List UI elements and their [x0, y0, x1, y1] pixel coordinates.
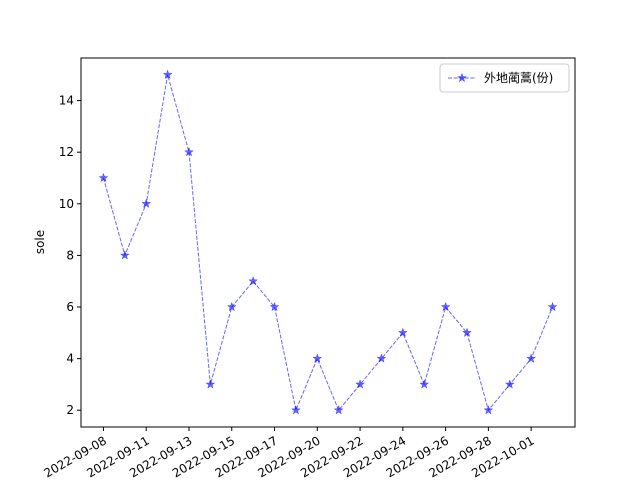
legend-marker [456, 72, 468, 83]
marker [526, 353, 537, 363]
line [102, 74, 554, 412]
marker [269, 301, 280, 312]
marker [183, 146, 195, 157]
legend-label: 外地蔺蒿(份) [484, 71, 553, 85]
y-axis-label: sole [33, 230, 47, 254]
marker [162, 69, 173, 80]
y-tick-label: 8 [66, 248, 74, 262]
marker [98, 172, 109, 183]
marker [483, 404, 494, 415]
marker [290, 404, 301, 415]
marker [226, 301, 237, 312]
marker [440, 301, 451, 312]
y-tick-label: 4 [66, 352, 74, 366]
y-tick-label: 10 [59, 197, 74, 211]
marker [461, 327, 473, 338]
marker [312, 353, 323, 363]
marker [355, 379, 366, 389]
marker [504, 379, 515, 389]
marker [397, 327, 408, 338]
marker [141, 198, 152, 209]
plot-frame [80, 57, 576, 428]
y-tick-label: 2 [66, 403, 74, 417]
marker [547, 301, 558, 312]
legend-box [439, 63, 570, 93]
marker [376, 353, 387, 363]
marker [248, 275, 259, 286]
y-tick-label: 14 [59, 94, 74, 108]
marker [419, 379, 430, 389]
marker [119, 250, 130, 260]
marker [333, 404, 344, 415]
marker [205, 379, 216, 389]
y-tick-label: 12 [59, 145, 74, 159]
y-tick-label: 6 [66, 300, 74, 314]
